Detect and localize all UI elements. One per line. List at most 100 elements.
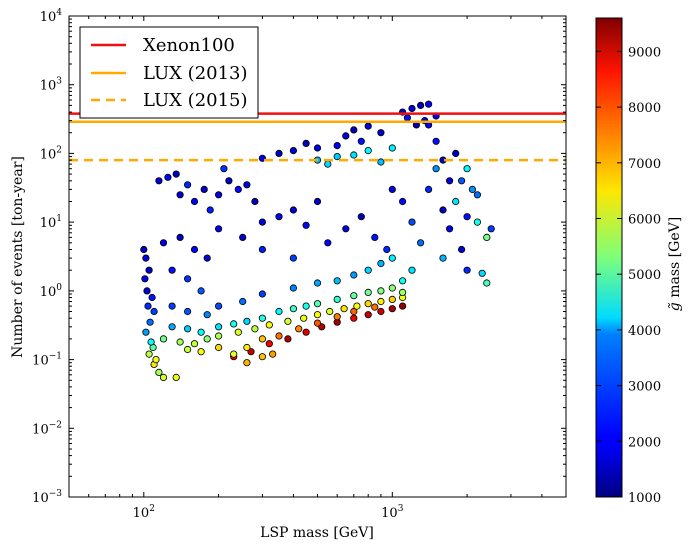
scatter-point — [168, 266, 176, 274]
scatter-point — [184, 275, 192, 283]
scatter-point — [203, 254, 211, 262]
y-tick-label-exponent: −2 — [49, 420, 62, 430]
scatter-point — [284, 317, 292, 325]
scatter-point — [333, 142, 341, 150]
scatter-point — [333, 153, 341, 161]
scatter-point — [302, 139, 310, 147]
scatter-point — [408, 266, 416, 274]
scatter-point — [342, 225, 350, 233]
scatter-point — [265, 321, 273, 329]
scatter-point — [313, 144, 322, 152]
scatter-point — [302, 328, 310, 336]
scatter-point — [452, 149, 460, 157]
scatter-point — [215, 191, 223, 199]
scatter-point — [388, 254, 396, 262]
y-tick-label: 102 — [40, 145, 62, 162]
scatter-point — [432, 165, 440, 173]
scatter-point — [289, 284, 297, 292]
scatter-point — [463, 266, 471, 274]
x-axis-label: LSP mass [GeV] — [260, 525, 374, 541]
scatter-point — [184, 345, 192, 354]
scatter-point — [155, 177, 163, 185]
y-tick-label-base: 10 — [40, 285, 57, 300]
x-axis: 102 10 3 — [68, 16, 567, 521]
scatter-point — [452, 197, 460, 206]
scatter-point — [487, 225, 495, 233]
scatter-point — [141, 275, 149, 283]
scatter-point — [168, 323, 176, 331]
scatter-point — [364, 288, 372, 296]
y-tick-label: 10−2 — [32, 420, 62, 437]
scatter-point — [483, 233, 491, 241]
scatter-point — [215, 323, 223, 331]
scatter-point — [463, 165, 471, 173]
scatter-point — [350, 314, 358, 322]
colorbar-ticks: 1000 2000 3000 4000 5000 6000 7000 8000 9000 — [596, 45, 661, 506]
y-tick-label-base: 10 — [32, 422, 49, 437]
scatter-point — [350, 126, 358, 134]
y-tick-label-base: 10 — [40, 147, 57, 162]
scatter-point — [383, 245, 391, 254]
scatter-point — [302, 302, 310, 310]
scatter-point — [239, 297, 247, 306]
scatter-point — [333, 295, 341, 303]
scatter-point — [342, 132, 350, 140]
y-tick-label-base: 10 — [40, 79, 57, 94]
scatter-point — [184, 307, 192, 316]
scatter-point — [215, 343, 223, 352]
y-tick-label: 104 — [40, 8, 63, 25]
scatter-point — [190, 197, 199, 206]
legend-label-xenon100: Xenon100 — [143, 35, 235, 56]
scatter-point — [172, 373, 180, 381]
scatter-point — [333, 277, 341, 285]
scatter-point — [225, 177, 233, 185]
scatter-point — [215, 332, 223, 340]
scatter-point — [398, 302, 407, 310]
scatter-point — [388, 144, 396, 152]
scatter-point — [408, 104, 416, 113]
scatter-point — [159, 373, 168, 381]
scatter-point — [176, 233, 184, 241]
scatter-point — [197, 287, 205, 295]
y-tick-label: 100 — [40, 283, 63, 300]
scatter-point — [200, 185, 208, 193]
colorbar-tick-label: 4000 — [628, 324, 661, 339]
x-tick-label-exponent: 3 — [398, 504, 404, 514]
scatter-point — [251, 325, 259, 333]
scatter-point — [313, 319, 322, 327]
scatter-point — [152, 355, 160, 364]
scatter-point — [313, 311, 322, 319]
scatter-point — [302, 221, 310, 229]
colorbar-label-symbol: g̃ — [667, 302, 683, 311]
scatter-point — [243, 181, 251, 189]
y-tick-label-exponent: 3 — [56, 77, 62, 87]
scatter-point — [377, 297, 385, 306]
scatter-point — [203, 311, 211, 319]
scatter-point — [190, 245, 199, 254]
scatter-point — [172, 170, 180, 178]
scatter-point — [230, 350, 238, 358]
scatter-point — [140, 245, 148, 254]
scatter-point — [289, 206, 297, 214]
scatter-point — [275, 213, 283, 221]
scatter-point — [350, 307, 358, 316]
scatter-point — [164, 173, 172, 181]
scatter-point — [313, 279, 322, 287]
scatter-point — [258, 154, 266, 162]
scatter-point — [357, 213, 365, 221]
x-tick-label: 102 — [133, 504, 155, 521]
colorbar-tick-label: 5000 — [628, 268, 661, 283]
scatter-point — [145, 266, 153, 274]
x-tick-label-base: 10 — [133, 506, 150, 521]
scatter-point — [147, 338, 155, 346]
scatter-point — [265, 340, 273, 348]
colorbar-label-text: mass [GeV] — [667, 217, 683, 302]
scatter-point — [258, 245, 266, 254]
scatter-point — [243, 359, 251, 367]
scatter-point — [350, 151, 358, 159]
colorbar: 1000 2000 3000 4000 5000 6000 7000 8000 9000 g̃ … — [595, 17, 683, 506]
scatter-point — [239, 233, 247, 241]
scatter-point — [324, 160, 332, 168]
y-tick-label: 10−3 — [32, 489, 62, 506]
